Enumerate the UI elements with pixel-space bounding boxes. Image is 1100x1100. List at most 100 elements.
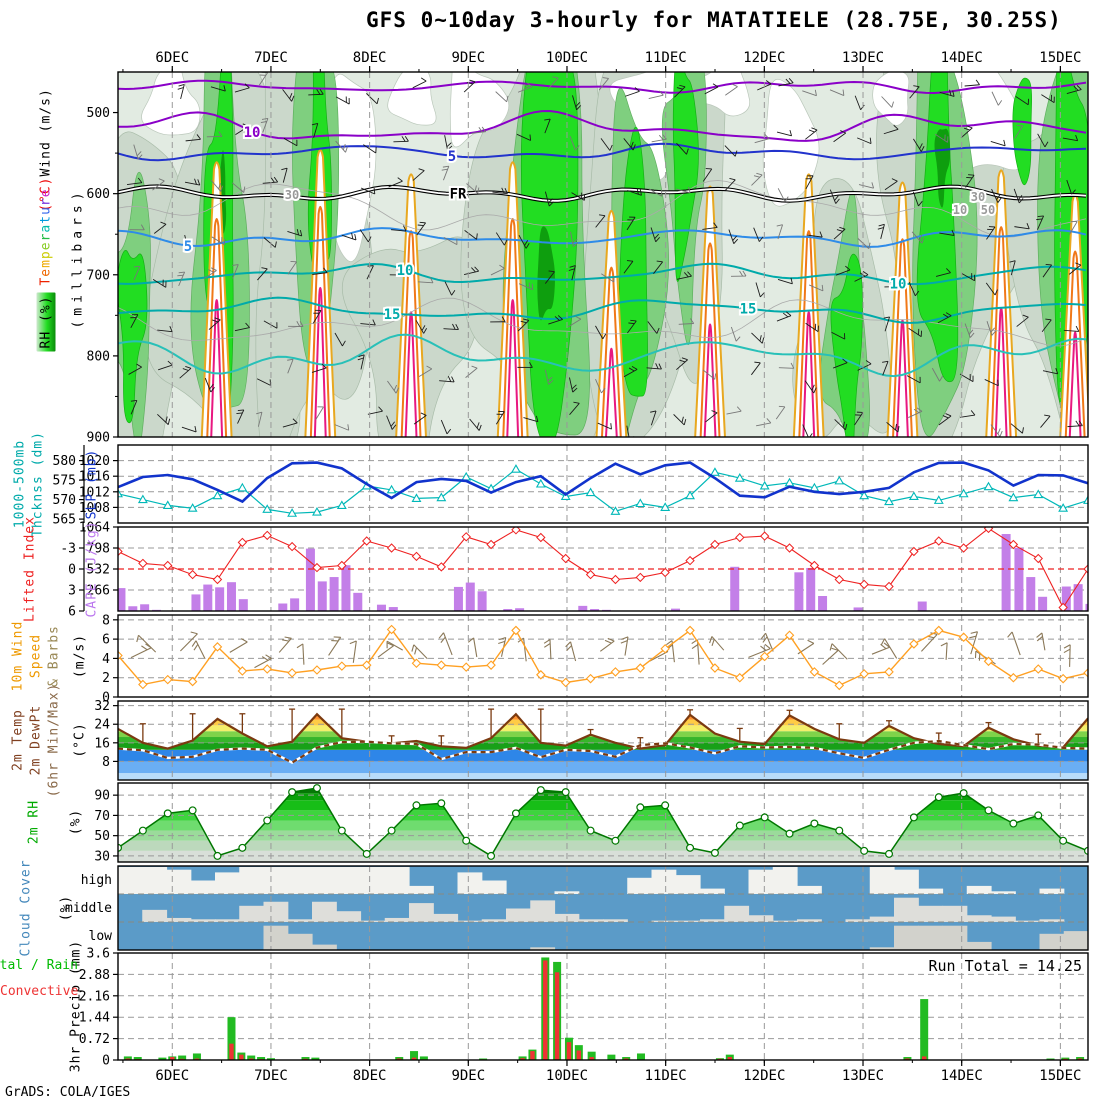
precip-convective-bar xyxy=(125,1058,131,1060)
temperature-letter: u xyxy=(38,206,54,215)
thickness-marker xyxy=(262,504,273,513)
cape-bar xyxy=(853,607,863,611)
panel-temp2m-frame xyxy=(117,700,1089,781)
cape-bar xyxy=(226,582,236,611)
precip-convective-bar xyxy=(397,1058,402,1060)
cloud-bar-high xyxy=(312,867,337,894)
cloud-bar-low xyxy=(966,941,992,950)
thickness-marker xyxy=(1058,503,1069,512)
panel-rh2m xyxy=(118,783,1088,862)
rh2m-marker xyxy=(437,799,446,808)
temperature-letter: p xyxy=(38,250,54,260)
lifted-index-marker xyxy=(212,574,223,585)
precip-convective-bar xyxy=(921,1056,927,1060)
cloud-bar-high xyxy=(700,888,725,894)
svg-text:800: 800 xyxy=(87,349,110,364)
cape-bar xyxy=(317,581,327,611)
precip-convective-bar xyxy=(566,1042,572,1060)
svg-text:6DEC: 6DEC xyxy=(155,50,189,66)
cloud-bar-middle xyxy=(991,916,1016,922)
cloud-bar-middle xyxy=(530,900,556,922)
lifted-index-marker xyxy=(859,579,869,590)
cloud-bar-middle xyxy=(894,897,919,922)
wind-speed-marker xyxy=(585,673,596,684)
precip-total-bar xyxy=(266,1058,275,1060)
panel-upper-frame xyxy=(117,71,1089,438)
svg-text:798: 798 xyxy=(87,542,110,557)
svg-text:1008: 1008 xyxy=(79,501,110,516)
precip-total-bar xyxy=(419,1056,428,1060)
svg-text:12DEC: 12DEC xyxy=(743,50,785,66)
svg-text:5: 5 xyxy=(448,149,456,165)
svg-text:9DEC: 9DEC xyxy=(451,1068,485,1084)
thickness-axis-label-1: 1000-500mb xyxy=(12,439,28,529)
cloud-bar-high xyxy=(360,867,386,894)
slp-line xyxy=(118,461,1088,504)
thickness-marker xyxy=(118,488,123,498)
cloud-bar-low xyxy=(894,925,919,950)
thickness-marker xyxy=(958,488,969,498)
wind-speed-marker xyxy=(262,664,273,674)
cloud-bar-low xyxy=(918,925,944,950)
precip-total-bar xyxy=(1061,1057,1070,1060)
temp2m-axis-label-1: 2m Temp xyxy=(10,709,26,771)
svg-text:FR: FR xyxy=(450,187,467,203)
wind-speed-marker xyxy=(660,643,670,654)
lifted-index-marker xyxy=(958,543,969,553)
cloud-bar-low xyxy=(312,944,337,950)
wind-speed-marker xyxy=(834,680,845,691)
rh2m-marker xyxy=(387,826,396,835)
cloud-bar-low xyxy=(942,925,968,950)
cape-axis-label: CAPE (J/kg) xyxy=(84,520,100,618)
svg-text:50: 50 xyxy=(94,829,110,844)
svg-text:-3: -3 xyxy=(60,542,76,557)
cloud-bar-high xyxy=(166,869,192,894)
cape-bar xyxy=(590,609,600,611)
precip-total-bar xyxy=(257,1057,266,1060)
rh2m-marker xyxy=(909,813,918,822)
cloud-bar-high xyxy=(263,867,289,894)
cape-bar xyxy=(128,606,138,611)
thickness-marker xyxy=(187,503,198,512)
cloud-bar-high xyxy=(554,891,580,894)
svg-text:12DEC: 12DEC xyxy=(743,1068,785,1084)
cape-bar xyxy=(290,598,300,611)
precip-total-bar xyxy=(410,1051,419,1060)
wind-speed-marker xyxy=(884,667,894,677)
rh2m-marker xyxy=(735,821,744,830)
cloud-bar-middle xyxy=(1015,920,1041,922)
thickness-marker xyxy=(685,490,695,500)
precip-total-bar xyxy=(479,1058,488,1060)
thickness-marker xyxy=(908,491,919,501)
thickness-marker xyxy=(660,502,671,511)
lifted-index-marker xyxy=(585,569,596,580)
lifted-index-line xyxy=(118,527,1088,609)
rh-shade-legend: RH (%) xyxy=(36,292,56,352)
wind-speed-marker xyxy=(759,651,770,662)
wind-speed-marker xyxy=(461,662,471,672)
run-total-value: Run Total = 14.25 xyxy=(928,957,1082,975)
panel-cloud xyxy=(118,866,1088,950)
rh-band xyxy=(118,800,1088,811)
thickness-marker xyxy=(436,492,447,502)
cloud-bar-middle xyxy=(384,917,410,922)
svg-text:0.72: 0.72 xyxy=(79,1032,110,1047)
precip-total-bar xyxy=(123,1056,132,1060)
svg-text:30: 30 xyxy=(971,190,985,204)
wind-speed-marker xyxy=(118,650,123,661)
lifted-index-marker xyxy=(909,546,919,557)
rh2m-marker xyxy=(561,788,570,797)
precip-convective-bar xyxy=(1077,1058,1083,1060)
svg-text:580: 580 xyxy=(53,454,76,469)
panel-wind10m-frame xyxy=(117,614,1089,698)
cloud-bar-high xyxy=(797,885,822,894)
wind-speed-marker xyxy=(386,624,397,635)
cloud-bar-high xyxy=(966,885,992,894)
wind-speed-marker xyxy=(735,672,745,683)
precip-total-bar xyxy=(192,1053,201,1060)
temp-band xyxy=(118,714,1088,720)
thickness-marker xyxy=(859,490,870,500)
cloud-bar-middle xyxy=(869,916,895,922)
svg-text:6: 6 xyxy=(68,605,76,620)
